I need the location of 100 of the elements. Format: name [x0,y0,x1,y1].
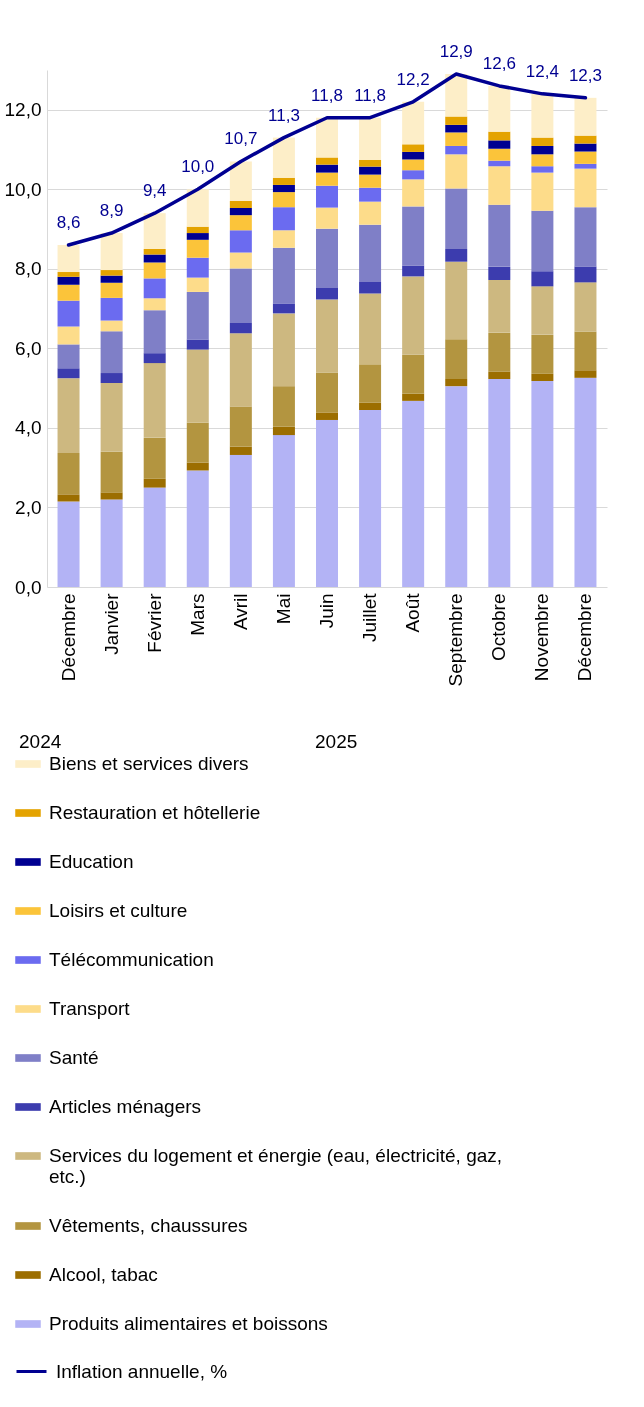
bar [445,261,468,340]
x-tick-label: Novembre [531,593,553,682]
bar [186,189,209,227]
legend-label: Restauration et hôtellerie [49,802,261,823]
legend-label: Articles ménagers [49,1096,202,1117]
bar [272,192,295,208]
x-tick-label: Février [143,592,165,653]
bar [272,184,295,193]
bar [445,145,468,155]
bar [488,131,511,141]
legend-label: Education [49,851,134,872]
bar [359,159,382,167]
bar [316,228,338,288]
y-tick-label: 6,0 [15,337,42,359]
bar [100,382,123,452]
bar [531,137,554,146]
bar [57,452,80,495]
bar [100,499,123,587]
bar [57,368,80,379]
bar [272,386,295,427]
bar [402,151,425,160]
bar [186,277,209,292]
bar [100,275,123,283]
bar [100,492,123,500]
bar [186,339,209,350]
bar [445,132,468,146]
x-tick-label: Juillet [359,592,381,643]
bar [229,215,252,231]
bar [316,287,338,300]
bar [143,262,166,279]
y-tick-label: 4,0 [15,417,42,439]
bar [574,143,597,152]
text: 2024 [19,731,62,752]
bar [272,303,295,314]
data-label: 8,9 [99,201,124,221]
bar [186,470,209,587]
x-tick-label: Juin [316,593,337,629]
bar [186,233,209,240]
bar [359,402,382,411]
bar [445,188,468,249]
x-tick-label: Septembre [445,593,467,687]
bar [316,172,338,186]
bar [57,300,80,327]
bar [531,166,554,173]
bar [57,272,80,277]
bar [574,135,597,144]
bar [445,248,468,262]
data-label: 8,6 [56,212,81,232]
bar [574,168,597,208]
bar [359,364,382,403]
bar [488,148,511,161]
bar [574,282,597,332]
data-label: 12,3 [568,65,603,85]
data-label: 12,9 [439,41,473,61]
bar [574,266,597,283]
bar [186,257,209,278]
data-label: 9,4 [142,181,167,201]
bar [574,163,597,169]
bar [359,187,382,202]
bar [229,406,252,447]
bar [229,333,252,407]
bar [143,353,166,364]
data-label: 11,8 [311,85,343,105]
data-label: 12,6 [482,53,516,73]
bar [143,487,166,587]
bar [531,271,554,287]
legend-label: Transport [49,998,131,1019]
bar [57,276,80,285]
bar [229,230,252,253]
bar [402,206,425,266]
bar [143,437,166,479]
bar [272,137,295,178]
bar [186,239,209,258]
bar [143,310,166,354]
legend-label: Produits alimentaires et boissons [49,1313,328,1334]
x-tick-label: Décembre [574,593,596,682]
bar [143,298,166,311]
bar [229,161,252,201]
y-tick-label: 10,0 [4,178,42,200]
bar [488,266,511,280]
data-label: 11,8 [354,85,386,105]
bar [488,204,511,267]
bar [57,326,80,345]
x-tick-label: Décembre [57,593,79,682]
bar [143,478,166,488]
bar [57,344,80,369]
bar [445,339,468,380]
bar [100,270,123,276]
bar [445,154,468,189]
bar [402,265,425,277]
bar [229,446,252,455]
bar [359,201,382,225]
bar [143,248,166,255]
y-tick-label: 8,0 [15,258,42,280]
bar [531,93,554,138]
bar [359,166,382,175]
bar [143,213,166,249]
bar [100,320,123,332]
data-label: 10,0 [181,157,215,177]
bar [57,501,80,587]
